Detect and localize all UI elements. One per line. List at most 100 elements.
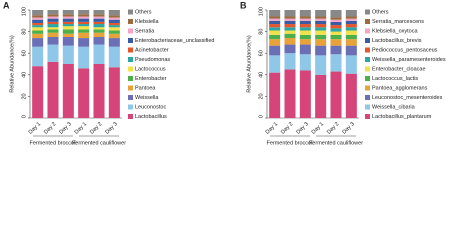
bar-segment bbox=[345, 34, 357, 40]
legend-label: Weissella bbox=[135, 95, 159, 101]
bar-segment bbox=[284, 69, 296, 118]
bar-segment bbox=[330, 71, 342, 118]
bar-segment bbox=[284, 27, 296, 31]
bar-segment bbox=[330, 54, 342, 72]
y-tick-label: 60 bbox=[21, 50, 27, 56]
y-tick-label: 40 bbox=[21, 72, 27, 78]
legend-swatch bbox=[365, 76, 370, 81]
bar-segment bbox=[32, 17, 44, 20]
bar-segment bbox=[62, 64, 74, 118]
panel-label: B bbox=[240, 0, 247, 10]
legend-label: Enterobacteriaceae_unclassified bbox=[135, 38, 215, 44]
bar-segment bbox=[47, 27, 59, 30]
bar-segment bbox=[315, 34, 327, 40]
legend-label: Lactobacillus_plantarum bbox=[372, 114, 432, 120]
bar-segment bbox=[78, 46, 90, 69]
bar-segment bbox=[299, 39, 311, 45]
bar-segment bbox=[93, 32, 105, 37]
bar-segment bbox=[345, 55, 357, 74]
bar-segment bbox=[47, 21, 59, 25]
legend-label: Lactococcus bbox=[135, 66, 166, 72]
legend-label: Leuconostoc_mesenteroides bbox=[372, 95, 443, 101]
bar-segment bbox=[108, 10, 120, 16]
x-tick-label: Day 3 bbox=[341, 121, 355, 135]
y-tick-label: 100 bbox=[21, 7, 27, 16]
bar-segment bbox=[93, 27, 105, 30]
bar-segment bbox=[269, 16, 281, 19]
bar-segment bbox=[315, 16, 327, 19]
bar-segment bbox=[284, 30, 296, 34]
bar-segment bbox=[345, 24, 357, 28]
bar-segment bbox=[299, 54, 311, 71]
bar-segment bbox=[315, 30, 327, 35]
bar-segment bbox=[62, 18, 74, 22]
bar-segment bbox=[269, 27, 281, 31]
x-tick-label: Day 2 bbox=[89, 121, 103, 135]
bar-segment bbox=[330, 31, 342, 35]
y-tick-label: 40 bbox=[258, 72, 264, 78]
bar-segment bbox=[330, 25, 342, 29]
legend-swatch bbox=[128, 95, 133, 100]
bar-segment bbox=[315, 18, 327, 21]
bar-segment bbox=[78, 16, 90, 19]
bar-segment bbox=[108, 27, 120, 31]
bar-segment bbox=[47, 18, 59, 22]
legend-label: Pseudomonas bbox=[135, 57, 170, 63]
x-tick-label: Day 3 bbox=[104, 121, 118, 135]
y-axis-label: Relative Abundance(%) bbox=[9, 35, 15, 93]
y-tick-label: 100 bbox=[258, 7, 264, 16]
bar-segment bbox=[62, 45, 74, 64]
bar-segment bbox=[284, 10, 296, 17]
bar-segment bbox=[32, 27, 44, 31]
bar-segment bbox=[93, 14, 105, 17]
bar-segment bbox=[47, 10, 59, 15]
bar-segment bbox=[345, 20, 357, 25]
bar-segment bbox=[330, 10, 342, 18]
bar-segment bbox=[299, 20, 311, 25]
legend-label: Leuconostoc bbox=[135, 104, 166, 110]
bar-segment bbox=[78, 10, 90, 15]
bar-segment bbox=[32, 22, 44, 26]
x-tick-label: Day 2 bbox=[280, 121, 294, 135]
legend-swatch bbox=[365, 114, 370, 119]
bar-segment bbox=[299, 16, 311, 19]
bar-segment bbox=[299, 44, 311, 55]
y-tick-label: 0 bbox=[258, 115, 264, 118]
bar-segment bbox=[78, 38, 90, 47]
bar-segment bbox=[269, 20, 281, 25]
bar-segment bbox=[330, 45, 342, 55]
bar-segment bbox=[78, 14, 90, 17]
y-tick-label: 0 bbox=[21, 115, 27, 118]
legend-label: Lactococcus_lactis bbox=[372, 76, 418, 82]
bar-segment bbox=[345, 45, 357, 56]
bar-segment bbox=[108, 67, 120, 118]
bar-segment bbox=[315, 55, 327, 75]
legend-swatch bbox=[128, 57, 133, 62]
bar-segment bbox=[299, 24, 311, 28]
legend-swatch bbox=[128, 28, 133, 34]
y-tick-label: 20 bbox=[21, 93, 27, 99]
legend-swatch bbox=[365, 104, 370, 110]
bar-segment bbox=[269, 72, 281, 118]
bar-segment bbox=[32, 15, 44, 18]
bar-segment bbox=[93, 10, 105, 15]
bar-segment bbox=[315, 10, 327, 17]
bar-segment bbox=[108, 33, 120, 39]
x-tick-label: Day 3 bbox=[58, 121, 72, 135]
legend-swatch bbox=[365, 47, 370, 53]
group-label: Fermented cauliflower bbox=[309, 140, 363, 146]
bar-segment bbox=[78, 68, 90, 118]
bar-segment bbox=[108, 38, 120, 47]
bar-segment bbox=[315, 39, 327, 46]
legend-swatch bbox=[128, 47, 133, 53]
bar-segment bbox=[32, 38, 44, 47]
y-tick-label: 80 bbox=[21, 29, 27, 35]
bar-segment bbox=[315, 24, 327, 28]
bar-segment bbox=[345, 39, 357, 46]
bar-segment bbox=[47, 16, 59, 19]
bar-segment bbox=[345, 10, 357, 17]
legend-label: Pantoea bbox=[135, 85, 156, 91]
bar-segment bbox=[62, 14, 74, 17]
legend-swatch bbox=[128, 66, 133, 72]
bar-segment bbox=[299, 34, 311, 40]
